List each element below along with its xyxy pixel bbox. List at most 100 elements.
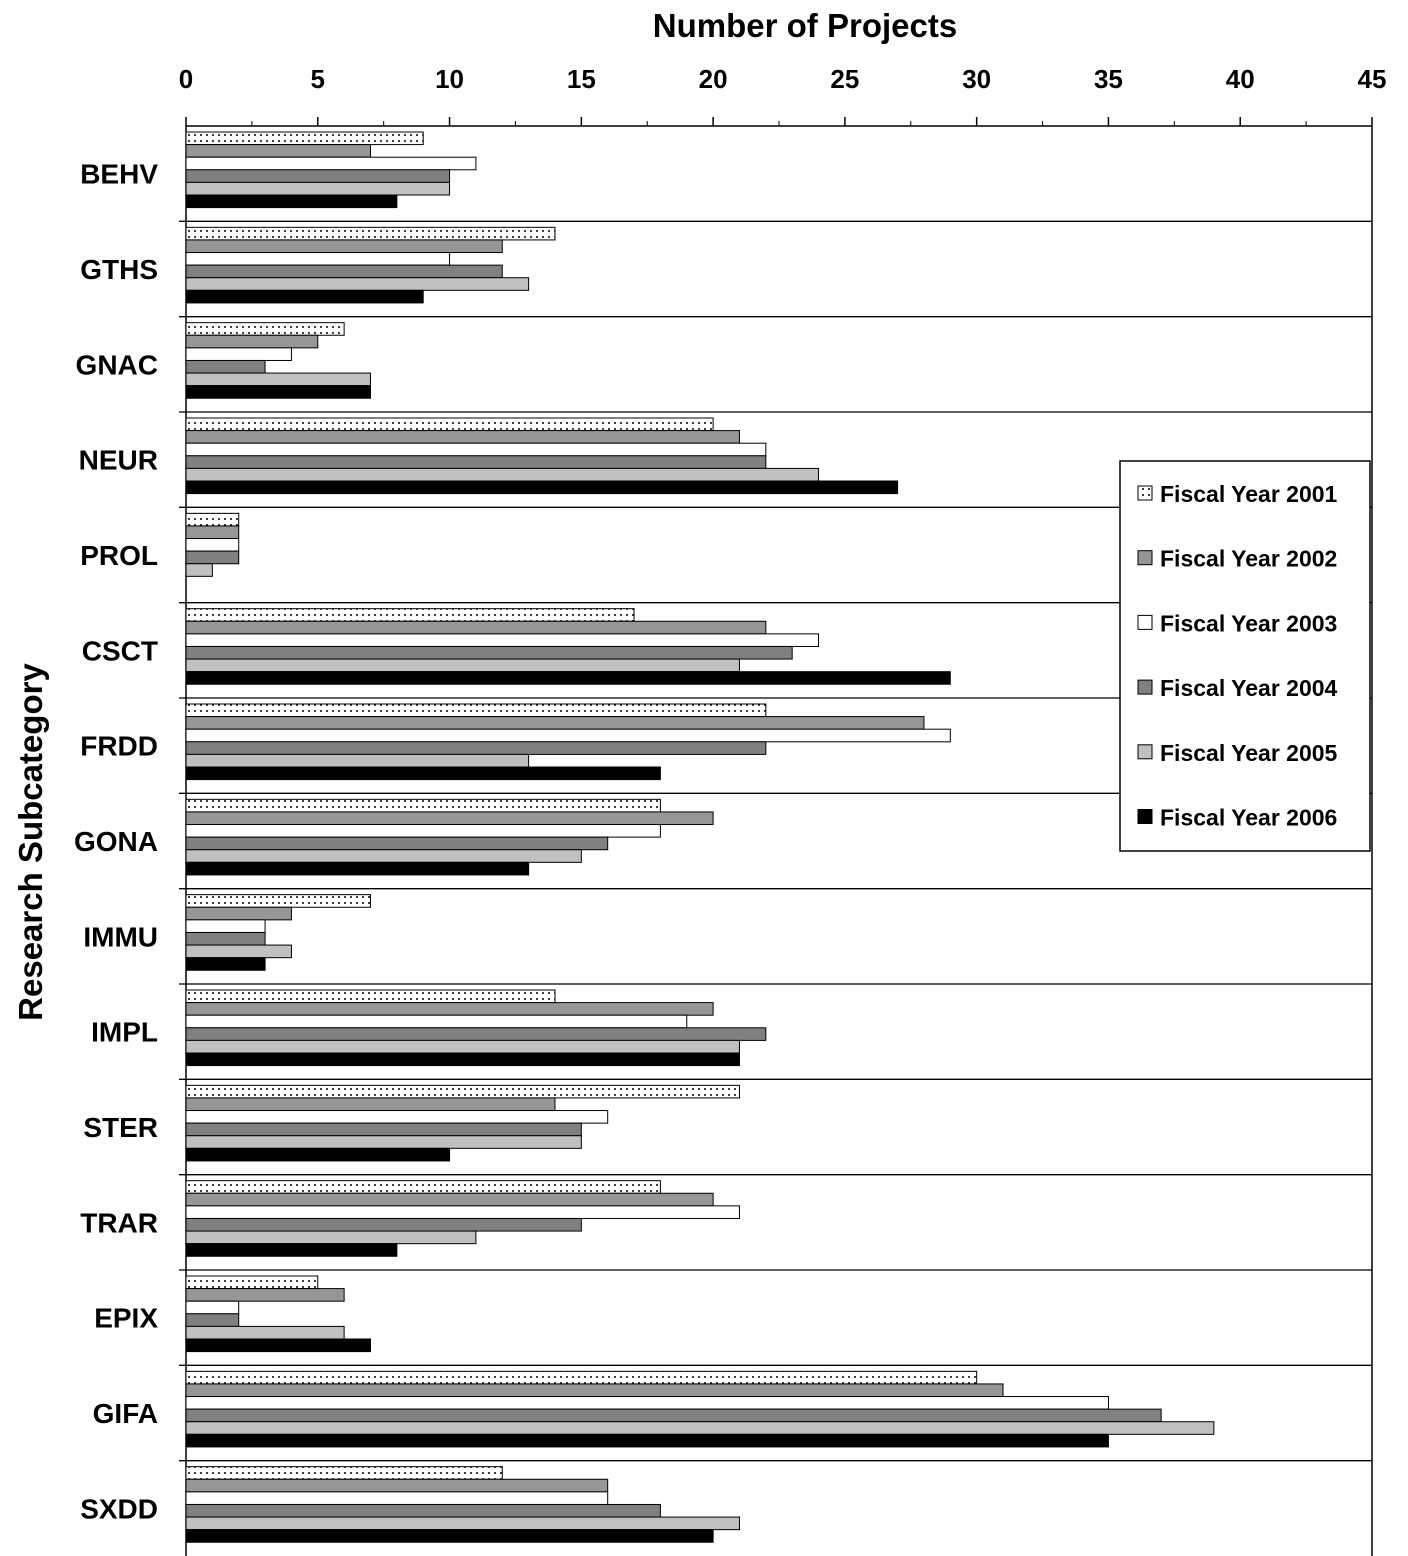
- bar: [185, 430, 740, 444]
- bar: [185, 658, 740, 673]
- bar: [185, 289, 424, 304]
- bar: [185, 1205, 740, 1219]
- bar: [185, 989, 556, 1004]
- bar: [185, 385, 371, 399]
- bar: [185, 455, 767, 469]
- bar: [185, 512, 240, 527]
- bar: [185, 1408, 1162, 1423]
- bar: [185, 550, 240, 565]
- legend-swatch: [1137, 744, 1153, 760]
- bar: [185, 944, 292, 959]
- category-label: GNAC: [76, 349, 158, 380]
- bar: [185, 1039, 740, 1054]
- bar: [185, 1192, 714, 1207]
- x-tick-label: 20: [699, 64, 728, 94]
- category-label: GIFA: [93, 1398, 158, 1429]
- bar: [185, 620, 767, 635]
- bar: [185, 1491, 609, 1505]
- bar: [185, 131, 424, 146]
- bar: [185, 1180, 661, 1194]
- legend-swatch: [1137, 485, 1153, 501]
- legend-label: Fiscal Year 2003: [1160, 610, 1337, 636]
- legend-swatch: [1137, 550, 1153, 566]
- bar: [185, 861, 530, 876]
- bar: [185, 1027, 767, 1041]
- bar: [185, 1243, 398, 1257]
- bar: [185, 894, 371, 908]
- bar: [185, 1529, 714, 1543]
- bar: [185, 931, 266, 946]
- bar: [185, 1433, 1109, 1448]
- category-label: STER: [83, 1112, 158, 1143]
- bar: [185, 1084, 740, 1099]
- category-label: FRDD: [80, 731, 158, 762]
- bar: [185, 1122, 582, 1137]
- category-label: PROL: [80, 540, 158, 571]
- legend-label: Fiscal Year 2001: [1160, 481, 1338, 507]
- bar: [185, 1217, 582, 1232]
- bar: [185, 467, 820, 482]
- category-label: BEHV: [80, 159, 158, 190]
- x-tick-label: 25: [830, 64, 859, 94]
- bar: [185, 728, 951, 743]
- bar: [185, 741, 767, 755]
- bar: [185, 753, 530, 768]
- bar: [185, 1516, 740, 1531]
- bar: [185, 194, 398, 209]
- category-label: EPIX: [94, 1303, 158, 1334]
- x-tick-label: 0: [179, 64, 193, 94]
- bar: [185, 1503, 661, 1518]
- bar: [185, 1288, 345, 1302]
- bar: [185, 169, 451, 183]
- x-tick-label: 15: [567, 64, 596, 94]
- bar: [185, 252, 451, 266]
- legend-swatch: [1137, 614, 1153, 630]
- bar: [185, 1396, 1109, 1410]
- category-label: IMPL: [91, 1017, 158, 1048]
- bar: [185, 1275, 319, 1290]
- bar: [185, 906, 292, 921]
- category-label: IMMU: [83, 921, 158, 952]
- bar: [185, 716, 925, 730]
- bar: [185, 334, 319, 349]
- bar: [185, 766, 661, 781]
- bar: [185, 347, 292, 361]
- bar: [185, 1370, 978, 1385]
- bar: [185, 1300, 240, 1315]
- category-label: NEUR: [79, 445, 158, 476]
- bar: [185, 1230, 477, 1245]
- bar: [185, 671, 951, 685]
- x-axis-title: Number of Projects: [653, 7, 957, 44]
- bar: [185, 824, 661, 838]
- bar: [185, 1135, 582, 1149]
- x-tick-label: 5: [311, 64, 325, 94]
- bar: [185, 1052, 740, 1067]
- bar: [185, 442, 767, 457]
- bar: [185, 849, 582, 863]
- bar: [185, 1313, 240, 1327]
- bar: [185, 480, 899, 495]
- x-tick-label: 40: [1226, 64, 1255, 94]
- bar: [185, 645, 793, 660]
- category-label: TRAR: [80, 1207, 158, 1238]
- bar: [185, 836, 609, 851]
- bar: [185, 181, 451, 196]
- x-tick-labels: 0 5 10 15 20 25 30 35 40 45: [179, 64, 1387, 94]
- bar: [185, 359, 266, 374]
- bar: [185, 957, 266, 971]
- bar: [185, 1478, 609, 1493]
- bar: [185, 1002, 714, 1016]
- legend-label: Fiscal Year 2002: [1160, 546, 1337, 572]
- bar: [185, 633, 820, 647]
- x-tick-label: 10: [435, 64, 464, 94]
- legend-frame: [1119, 460, 1371, 852]
- legend-label: Fiscal Year 2005: [1160, 740, 1338, 766]
- bar: [185, 563, 213, 577]
- bar: [185, 1110, 609, 1124]
- bar: [185, 811, 714, 826]
- bar: [185, 1325, 345, 1340]
- legend-swatch: [1137, 809, 1153, 824]
- x-tick-label: 45: [1358, 64, 1387, 94]
- bar: [185, 538, 240, 552]
